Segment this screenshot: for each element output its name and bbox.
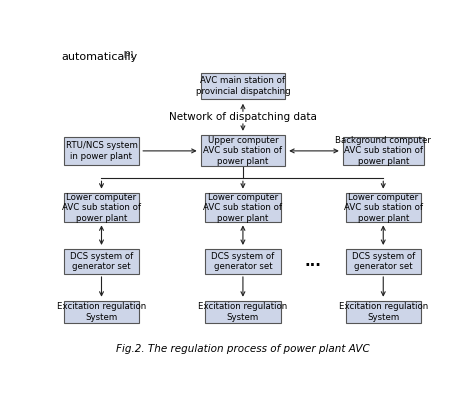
Text: RTU/NCS system
in power plant: RTU/NCS system in power plant bbox=[65, 141, 137, 161]
Text: .: . bbox=[131, 52, 135, 62]
FancyBboxPatch shape bbox=[64, 301, 139, 323]
FancyBboxPatch shape bbox=[201, 73, 285, 99]
Text: DCS system of
generator set: DCS system of generator set bbox=[211, 252, 274, 271]
Text: Background computer
AVC sub station of
power plant: Background computer AVC sub station of p… bbox=[335, 136, 431, 166]
Text: ...: ... bbox=[305, 254, 321, 269]
FancyBboxPatch shape bbox=[64, 249, 139, 274]
Text: Lower computer
AVC sub station of
power plant: Lower computer AVC sub station of power … bbox=[344, 193, 423, 222]
FancyBboxPatch shape bbox=[346, 193, 421, 222]
FancyBboxPatch shape bbox=[64, 136, 139, 165]
Text: Fig.2. The regulation process of power plant AVC: Fig.2. The regulation process of power p… bbox=[116, 343, 370, 354]
FancyBboxPatch shape bbox=[205, 301, 281, 323]
FancyBboxPatch shape bbox=[205, 249, 281, 274]
FancyBboxPatch shape bbox=[64, 193, 139, 222]
FancyBboxPatch shape bbox=[201, 135, 285, 166]
Text: Excitation regulation
System: Excitation regulation System bbox=[57, 303, 146, 322]
Text: Excitation regulation
System: Excitation regulation System bbox=[338, 303, 428, 322]
Text: Lower computer
AVC sub station of
power plant: Lower computer AVC sub station of power … bbox=[62, 193, 141, 222]
Text: [9]: [9] bbox=[124, 50, 134, 57]
Text: automatically: automatically bbox=[61, 52, 137, 62]
Text: Network of dispatching data: Network of dispatching data bbox=[169, 112, 317, 122]
FancyBboxPatch shape bbox=[346, 249, 421, 274]
FancyBboxPatch shape bbox=[343, 136, 424, 165]
Text: DCS system of
generator set: DCS system of generator set bbox=[70, 252, 133, 271]
Text: AVC main station of
provincial dispatching: AVC main station of provincial dispatchi… bbox=[196, 76, 290, 96]
FancyBboxPatch shape bbox=[205, 193, 281, 222]
Text: DCS system of
generator set: DCS system of generator set bbox=[352, 252, 415, 271]
Text: Excitation regulation
System: Excitation regulation System bbox=[198, 303, 288, 322]
FancyBboxPatch shape bbox=[346, 301, 421, 323]
Text: Upper computer
AVC sub station of
power plant: Upper computer AVC sub station of power … bbox=[203, 136, 283, 166]
Text: Lower computer
AVC sub station of
power plant: Lower computer AVC sub station of power … bbox=[203, 193, 283, 222]
